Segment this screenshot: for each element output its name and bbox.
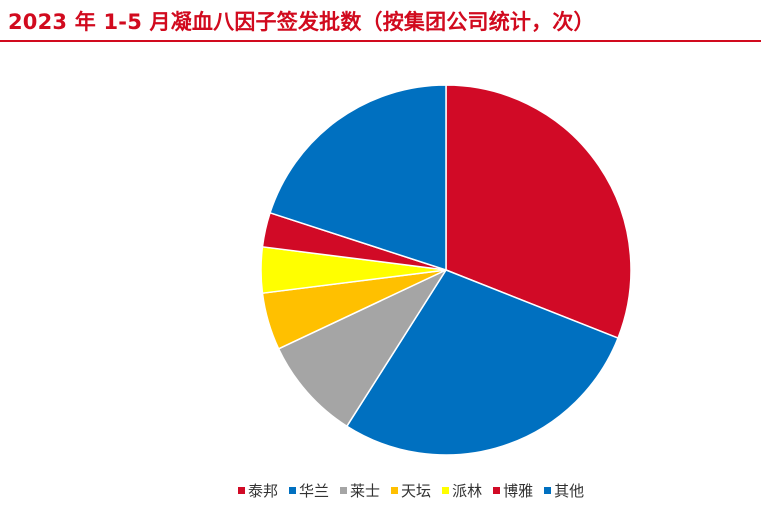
legend-label-4: 派林 xyxy=(452,482,483,500)
legend-swatch-5 xyxy=(493,487,501,494)
legend-item-2: 莱士 xyxy=(340,480,380,501)
legend-label-0: 泰邦 xyxy=(248,482,279,500)
chart-legend: 泰邦 华兰 莱士 天坛 派林 博雅 其他 xyxy=(238,480,595,501)
legend-label-1: 华兰 xyxy=(299,482,330,500)
pie-slice-0 xyxy=(445,84,632,339)
legend-swatch-0 xyxy=(238,487,245,494)
pie-chart xyxy=(260,84,632,456)
legend-item-5: 博雅 xyxy=(493,480,533,501)
legend-swatch-6 xyxy=(544,487,552,494)
pie-slice-1 xyxy=(346,269,619,456)
legend-label-3: 天坛 xyxy=(401,482,432,500)
legend-label-2: 莱士 xyxy=(350,482,381,500)
legend-item-3: 天坛 xyxy=(391,480,431,501)
legend-swatch-1 xyxy=(289,487,297,494)
legend-item-6: 其他 xyxy=(544,480,584,501)
legend-label-5: 博雅 xyxy=(503,482,534,500)
pie-slice-2 xyxy=(277,269,447,427)
legend-swatch-4 xyxy=(442,487,450,494)
title-underline xyxy=(0,40,761,42)
legend-swatch-2 xyxy=(340,487,348,494)
legend-swatch-3 xyxy=(391,487,399,494)
chart-title: 2023 年 1-5 月凝血八因子签发批数（按集团公司统计，次） xyxy=(8,10,595,34)
legend-item-4: 派林 xyxy=(442,480,482,501)
legend-item-0: 泰邦 xyxy=(238,480,278,501)
pie-slice-6 xyxy=(269,84,447,271)
legend-label-6: 其他 xyxy=(554,482,585,500)
legend-item-1: 华兰 xyxy=(289,480,329,501)
